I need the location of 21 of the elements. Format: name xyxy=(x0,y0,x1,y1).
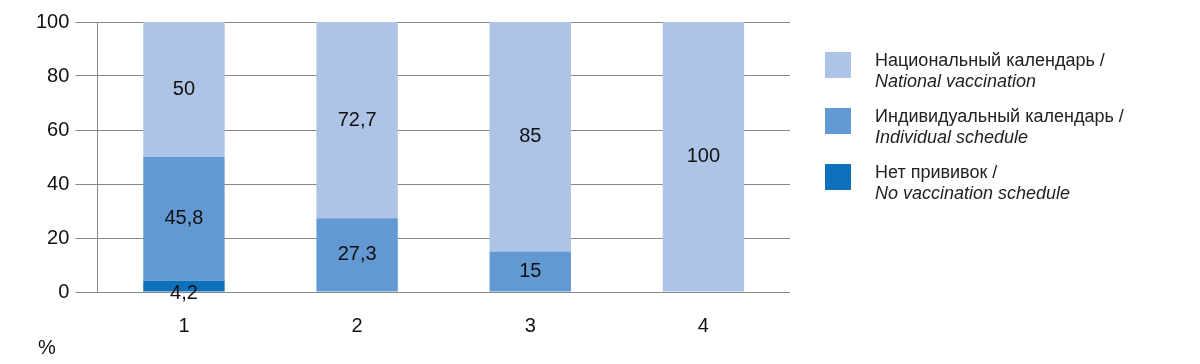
y-tick-label: 0 xyxy=(58,279,70,302)
y-tick-label: 40 xyxy=(47,171,70,194)
y-tick-label: 100 xyxy=(35,9,70,32)
data-label: 100 xyxy=(686,144,721,167)
data-label: 27,3 xyxy=(337,242,377,265)
legend-label: Национальный календарь / National vaccination xyxy=(875,50,1105,92)
y-tick-label: 80 xyxy=(47,63,70,86)
data-label: 72,7 xyxy=(337,107,377,130)
y-tick-label: 20 xyxy=(47,225,70,248)
y-axis-title: % xyxy=(38,335,56,358)
data-label: 85 xyxy=(519,124,542,147)
data-label: 50 xyxy=(172,77,196,100)
x-tick-label: 4 xyxy=(697,313,709,336)
x-tick-label: 1 xyxy=(178,313,190,336)
data-label: 15 xyxy=(519,259,542,282)
x-tick-label: 2 xyxy=(351,313,363,336)
data-label: 45,8 xyxy=(164,206,204,229)
x-tick-label: 3 xyxy=(524,313,536,336)
legend-label: Индивидуальный календарь / Individual schedule xyxy=(875,106,1124,148)
y-tick-label: 60 xyxy=(47,117,70,140)
legend-label: Нет прививок / No vaccination schedule xyxy=(875,162,1071,204)
